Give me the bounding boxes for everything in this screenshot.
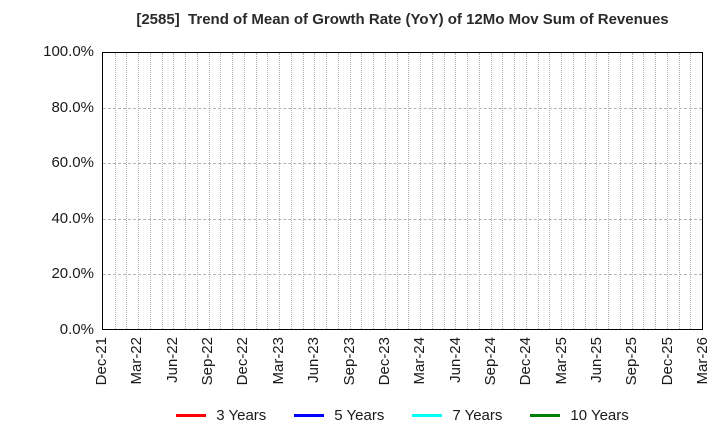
- x-tick-label: Mar-23: [269, 337, 287, 385]
- v-gridline: [232, 53, 234, 329]
- v-gridline: [220, 53, 222, 329]
- y-tick-label: 100.0%: [43, 43, 94, 60]
- v-gridline: [443, 53, 445, 329]
- v-gridline: [173, 53, 175, 329]
- x-tick-label: Sep-24: [481, 337, 499, 386]
- v-gridline: [349, 53, 351, 329]
- y-tick-label: 20.0%: [51, 265, 94, 283]
- v-gridline: [608, 53, 610, 329]
- legend-line-swatch: [294, 413, 325, 417]
- v-gridline: [279, 53, 281, 329]
- v-gridline: [208, 53, 210, 329]
- x-tick-label: Mar-24: [411, 337, 429, 385]
- v-gridline: [290, 53, 292, 329]
- v-gridline: [537, 53, 539, 329]
- x-tick-label: Mar-25: [552, 337, 570, 385]
- v-gridline: [490, 53, 492, 329]
- chart-title: [2585] Trend of Mean of Growth Rate (YoY…: [136, 11, 669, 28]
- x-tick-label: Sep-22: [199, 337, 217, 386]
- y-tick-label: 40.0%: [51, 209, 94, 227]
- v-gridline: [384, 53, 386, 329]
- legend-line-swatch: [530, 413, 561, 417]
- x-tick-label: Sep-23: [340, 337, 358, 386]
- legend-item: 10 Years: [530, 406, 629, 424]
- v-gridline: [690, 53, 692, 329]
- plot-area: [102, 52, 703, 330]
- y-tick-label: 60.0%: [51, 154, 94, 172]
- v-gridline: [243, 53, 245, 329]
- x-tick-label: Jun-23: [305, 337, 323, 383]
- h-gridline: [103, 108, 702, 110]
- legend-item: 5 Years: [294, 407, 384, 424]
- v-gridline: [161, 53, 163, 329]
- v-gridline: [525, 53, 527, 329]
- v-gridline: [643, 53, 645, 329]
- x-tick-label: Jun-22: [163, 337, 181, 383]
- v-gridline: [361, 53, 363, 329]
- v-gridline: [467, 53, 469, 329]
- x-tick-label: Mar-26: [694, 337, 711, 385]
- legend: 3 Years 5 Years 7 Years 10 Years: [102, 402, 703, 428]
- v-gridline: [584, 53, 586, 329]
- v-gridline: [267, 53, 269, 329]
- h-gridline: [103, 163, 702, 165]
- v-gridline: [373, 53, 375, 329]
- v-gridline: [326, 53, 328, 329]
- x-tick-label: Jun-24: [446, 337, 464, 383]
- v-gridline: [255, 53, 257, 329]
- v-gridline: [302, 53, 304, 329]
- v-gridline: [455, 53, 457, 329]
- x-tick-label: Dec-22: [234, 337, 252, 386]
- v-gridline: [114, 53, 116, 329]
- v-gridline: [138, 53, 140, 329]
- x-tick-label: Dec-24: [517, 337, 535, 386]
- legend-label: 5 Years: [334, 406, 385, 424]
- legend-line-swatch: [412, 413, 443, 417]
- h-gridline: [103, 273, 702, 275]
- y-tick-label: 80.0%: [51, 98, 94, 116]
- x-tick-label: Mar-22: [128, 337, 146, 385]
- v-gridline: [549, 53, 551, 329]
- v-gridline: [126, 53, 128, 329]
- v-gridline: [514, 53, 516, 329]
- v-gridline: [337, 53, 339, 329]
- legend-item: 3 Years: [176, 407, 266, 424]
- legend-label: 10 Years: [570, 406, 629, 424]
- v-gridline: [314, 53, 316, 329]
- legend-label: 7 Years: [452, 406, 503, 424]
- v-gridline: [431, 53, 433, 329]
- h-gridline: [103, 218, 702, 220]
- v-gridline: [396, 53, 398, 329]
- v-gridline: [185, 53, 187, 329]
- y-tick-label: 0.0%: [59, 321, 94, 338]
- legend-item: 7 Years: [412, 407, 502, 424]
- legend-line-swatch: [176, 413, 207, 417]
- v-gridline: [631, 53, 633, 329]
- v-gridline: [655, 53, 657, 329]
- v-gridline: [572, 53, 574, 329]
- x-tick-label: Sep-25: [623, 337, 641, 386]
- v-gridline: [149, 53, 151, 329]
- x-tick-label: Dec-25: [658, 337, 676, 386]
- legend-label: 3 Years: [216, 406, 267, 424]
- v-gridline: [666, 53, 668, 329]
- v-gridline: [420, 53, 422, 329]
- v-gridline: [478, 53, 480, 329]
- v-gridline: [561, 53, 563, 329]
- v-gridline: [619, 53, 621, 329]
- x-tick-label: Jun-25: [587, 337, 605, 383]
- v-gridline: [196, 53, 198, 329]
- x-tick-label: Dec-21: [93, 337, 110, 386]
- v-gridline: [596, 53, 598, 329]
- v-gridline: [408, 53, 410, 329]
- v-gridline: [678, 53, 680, 329]
- x-tick-label: Dec-23: [375, 337, 393, 386]
- v-gridline: [502, 53, 504, 329]
